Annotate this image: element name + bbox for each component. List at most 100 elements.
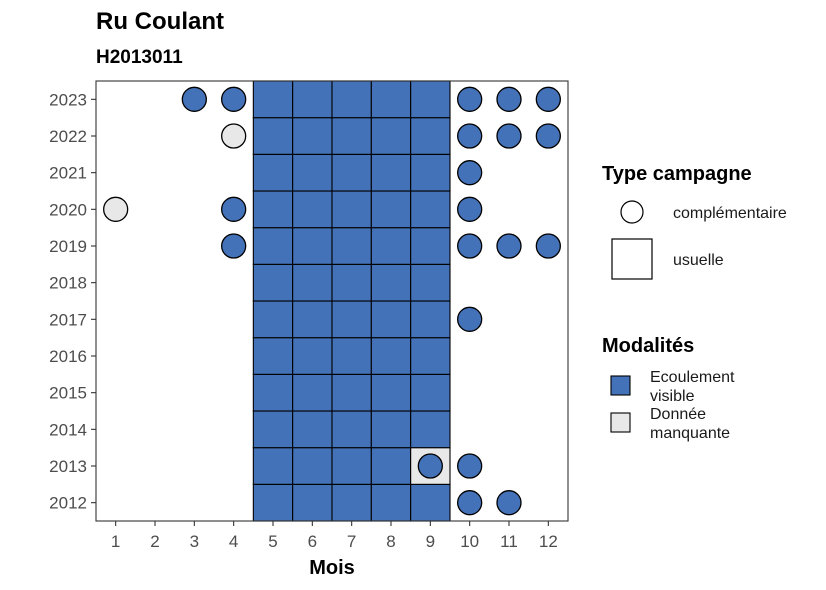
legend-donnee-manquante-swatch xyxy=(610,412,631,433)
legend-type-campagne: Type campagne complémentaire usuelle xyxy=(602,163,787,280)
complementaire-point-2019-11 xyxy=(496,233,522,259)
usuelle-cell-2020-9 xyxy=(410,190,451,229)
x-tick-label-1: 1 xyxy=(111,532,120,551)
y-tick-label-2022: 2022 xyxy=(49,127,87,146)
usuelle-cell-2017-8 xyxy=(370,300,412,339)
complementaire-point-2013-9 xyxy=(417,453,443,479)
usuelle-cell-2016-6 xyxy=(292,337,333,375)
legend-circle-key xyxy=(620,200,644,224)
complementaire-point-2012-10 xyxy=(457,490,483,516)
usuelle-cell-2014-9 xyxy=(410,410,451,449)
legend-modalites: Modalités Ecoulement visible Donnée manq… xyxy=(602,335,735,442)
usuelle-cell-2019-7 xyxy=(331,227,372,265)
x-tick-label-2: 2 xyxy=(150,532,159,551)
usuelle-cell-2023-9 xyxy=(410,80,451,119)
legend-modalites-title: Modalités xyxy=(602,335,694,357)
complementaire-point-2022-11 xyxy=(496,123,522,149)
usuelle-cell-2018-6 xyxy=(292,263,333,302)
usuelle-cell-2019-9 xyxy=(410,227,451,265)
usuelle-cell-2022-7 xyxy=(331,117,372,155)
usuelle-cell-2023-8 xyxy=(370,80,412,119)
complementaire-point-2023-12 xyxy=(535,86,561,112)
y-axis-ticks: 2012 2013 2014 2015 2016 2017 2018 2019 2020 2021… xyxy=(49,90,96,513)
y-tick-label-2020: 2020 xyxy=(49,200,87,219)
usuelle-cell-2016-9 xyxy=(410,337,451,375)
usuelle-cell-2020-8 xyxy=(370,190,412,229)
legend-ecoulement-label-line2: visible xyxy=(650,388,695,405)
y-tick-label-2014: 2014 xyxy=(49,420,87,439)
x-tick-label-6: 6 xyxy=(308,532,317,551)
usuelle-cell-2012-9 xyxy=(410,483,451,522)
complementaire-point-2022-10 xyxy=(457,123,483,149)
complementaire-point-2013-10 xyxy=(457,453,483,479)
x-tick-label-5: 5 xyxy=(268,532,277,551)
complementaire-point-2020-10 xyxy=(457,196,483,222)
usuelle-cell-2012-6 xyxy=(292,483,333,522)
legend-donnee-label-line1: Donnée xyxy=(650,406,706,423)
chart-subtitle: H2013011 xyxy=(96,47,183,68)
usuelle-cell-2015-7 xyxy=(331,373,372,412)
usuelle-cell-2014-5 xyxy=(252,410,294,449)
usuelle-cell-2013-8 xyxy=(370,447,412,485)
usuelle-cell-2021-6 xyxy=(292,153,333,192)
usuelle-cell-2021-5 xyxy=(252,153,294,192)
usuelle-cell-2023-6 xyxy=(292,80,333,119)
usuelle-cell-2022-5 xyxy=(252,117,294,155)
usuelle-cell-2018-7 xyxy=(331,263,372,302)
x-tick-label-11: 11 xyxy=(500,532,518,551)
x-axis-label: Mois xyxy=(309,557,355,579)
usuelle-cell-2018-5 xyxy=(252,263,294,302)
usuelle-cell-2012-8 xyxy=(370,483,412,522)
y-tick-label-2018: 2018 xyxy=(49,274,87,293)
y-tick-label-2021: 2021 xyxy=(49,164,87,183)
usuelle-cell-2022-6 xyxy=(292,117,333,155)
usuelle-cell-2019-6 xyxy=(292,227,333,265)
y-tick-label-2013: 2013 xyxy=(49,457,87,476)
complementaire-point-2019-4 xyxy=(221,233,247,259)
y-tick-label-2015: 2015 xyxy=(49,384,87,403)
usuelle-cell-2021-9 xyxy=(410,153,451,192)
legend-ecoulement-label-line1: Ecoulement xyxy=(650,369,735,386)
usuelle-cell-2017-5 xyxy=(252,300,294,339)
complementaire-point-2023-4 xyxy=(221,86,247,112)
x-tick-label-3: 3 xyxy=(190,532,199,551)
complementaire-point-2019-10 xyxy=(457,233,483,259)
complementaire-point-2012-11 xyxy=(496,490,522,516)
complementaire-point-2021-10 xyxy=(457,160,483,186)
usuelle-cell-2012-5 xyxy=(252,483,294,522)
y-tick-label-2017: 2017 xyxy=(49,310,87,329)
usuelle-cell-2015-8 xyxy=(370,373,412,412)
legend-ecoulement-swatch xyxy=(610,375,631,396)
x-tick-label-12: 12 xyxy=(539,532,558,551)
usuelle-cell-2020-7 xyxy=(331,190,372,229)
complementaire-point-2019-12 xyxy=(535,233,561,259)
usuelle-cell-2016-7 xyxy=(331,337,372,375)
usuelle-cell-2023-7 xyxy=(331,80,372,119)
complementaire-point-2023-11 xyxy=(496,86,522,112)
y-tick-label-2016: 2016 xyxy=(49,347,87,366)
x-tick-label-7: 7 xyxy=(347,532,356,551)
usuelle-cell-2022-9 xyxy=(410,117,451,155)
panel-border xyxy=(95,80,569,522)
usuelle-cell-2022-8 xyxy=(370,117,412,155)
usuelle-cell-2013-6 xyxy=(292,447,333,485)
complementaire-point-2020-4 xyxy=(221,196,247,222)
legend-type-campagne-title: Type campagne xyxy=(602,163,752,185)
y-tick-label-2019: 2019 xyxy=(49,237,87,256)
usuelle-cell-2016-8 xyxy=(370,337,412,375)
usuelle-cell-2015-6 xyxy=(292,373,333,412)
usuelle-cell-2017-7 xyxy=(331,300,372,339)
usuelle-cell-2017-6 xyxy=(292,300,333,339)
usuelle-cell-2018-8 xyxy=(370,263,412,302)
complementaire-point-2017-10 xyxy=(457,306,483,332)
usuelle-cell-2014-8 xyxy=(370,410,412,449)
y-tick-label-2023: 2023 xyxy=(49,90,87,109)
usuelle-cell-2021-7 xyxy=(331,153,372,192)
x-tick-label-8: 8 xyxy=(386,532,395,551)
legend-usuelle-label: usuelle xyxy=(673,252,724,269)
usuelle-cell-2015-9 xyxy=(410,373,451,412)
x-tick-label-10: 10 xyxy=(460,532,479,551)
usuelle-cell-2016-5 xyxy=(252,337,294,375)
usuelle-cell-2017-9 xyxy=(410,300,451,339)
